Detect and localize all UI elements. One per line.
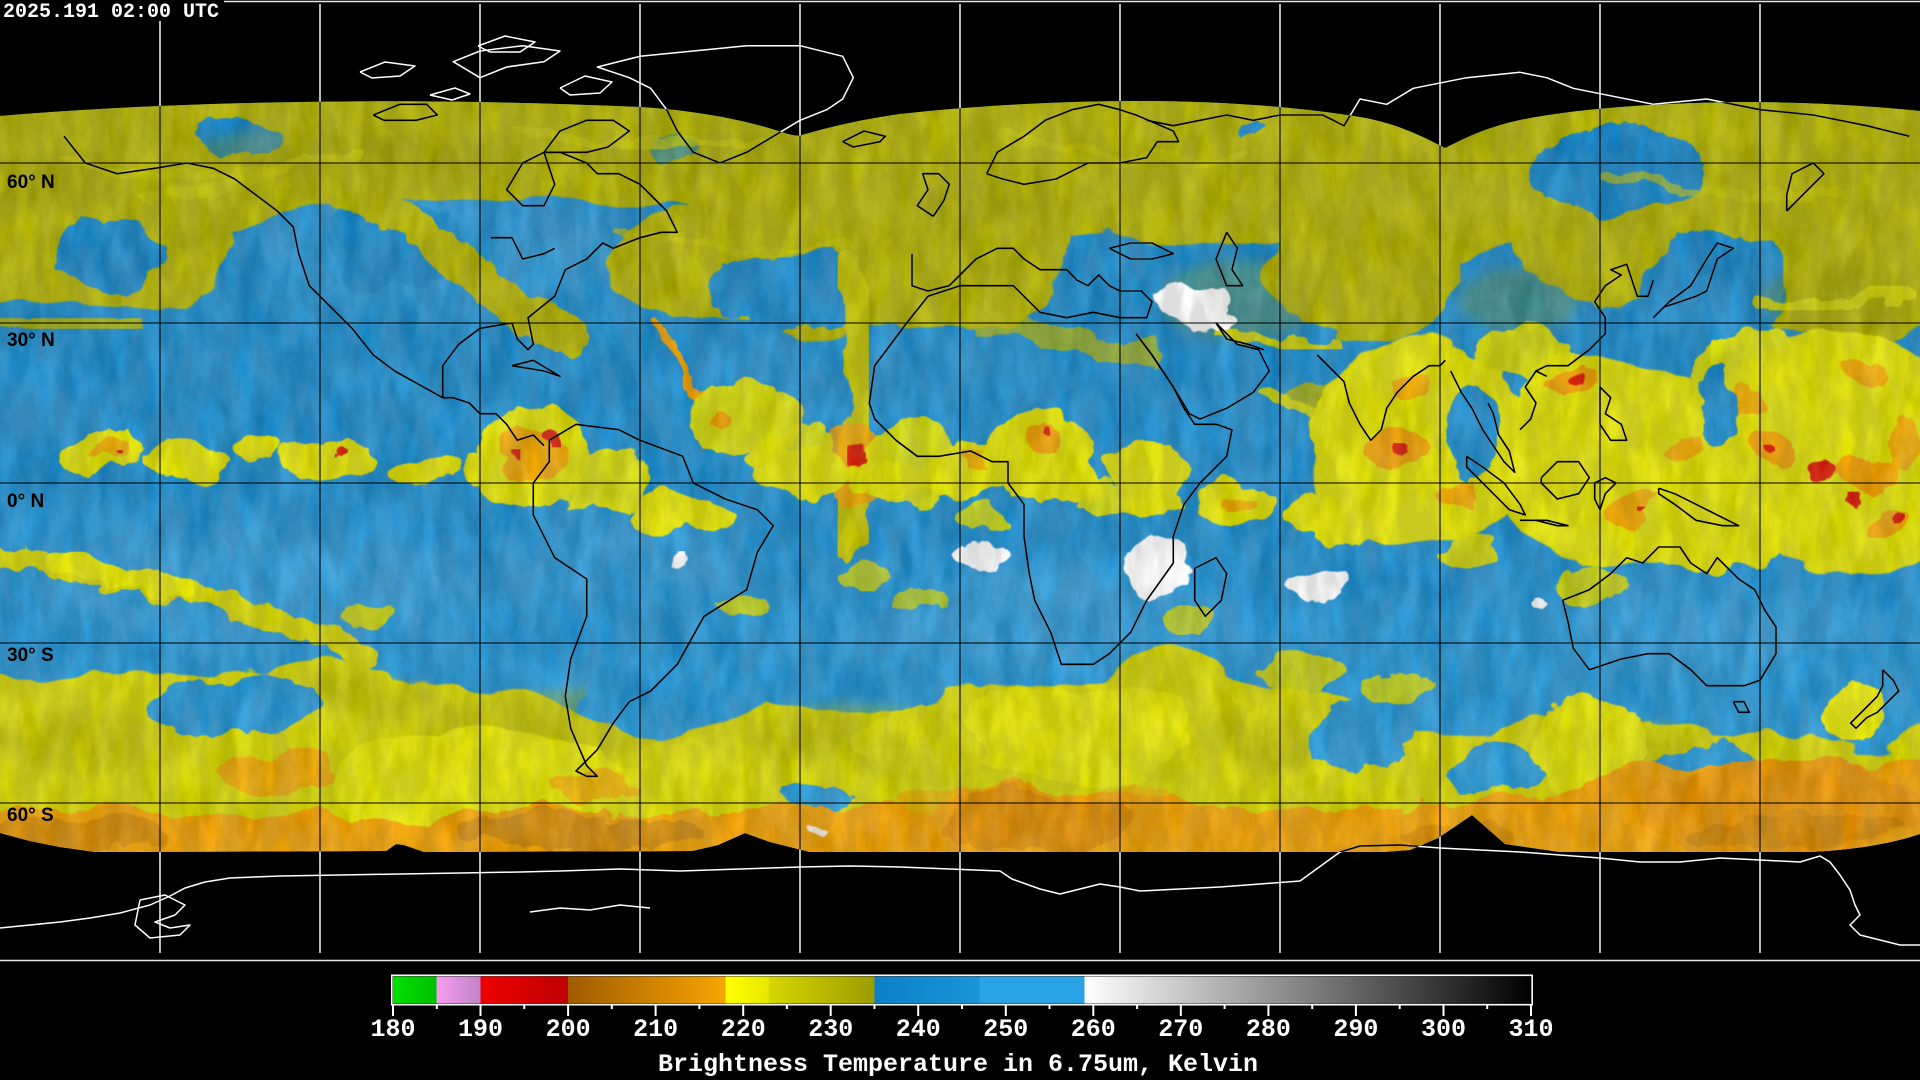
svg-text:250: 250	[983, 1015, 1028, 1044]
svg-text:220: 220	[721, 1015, 766, 1044]
svg-text:Brightness Temperature in 6.75: Brightness Temperature in 6.75um, Kelvin	[658, 1050, 1258, 1079]
svg-text:30° S: 30° S	[7, 645, 54, 666]
svg-text:0° N: 0° N	[7, 491, 44, 512]
svg-text:270: 270	[1158, 1015, 1203, 1044]
svg-text:2025.191 02:00 UTC: 2025.191 02:00 UTC	[3, 1, 219, 24]
svg-text:260: 260	[1071, 1015, 1116, 1044]
svg-text:280: 280	[1246, 1015, 1291, 1044]
svg-text:30° N: 30° N	[7, 330, 55, 351]
svg-text:180: 180	[370, 1015, 415, 1044]
svg-text:60° S: 60° S	[7, 805, 54, 826]
svg-text:310: 310	[1508, 1015, 1553, 1044]
svg-text:300: 300	[1421, 1015, 1466, 1044]
svg-text:200: 200	[546, 1015, 591, 1044]
svg-text:230: 230	[808, 1015, 853, 1044]
svg-text:240: 240	[896, 1015, 941, 1044]
svg-text:210: 210	[633, 1015, 678, 1044]
svg-text:60° N: 60° N	[7, 172, 55, 193]
svg-text:190: 190	[458, 1015, 503, 1044]
svg-text:290: 290	[1333, 1015, 1378, 1044]
